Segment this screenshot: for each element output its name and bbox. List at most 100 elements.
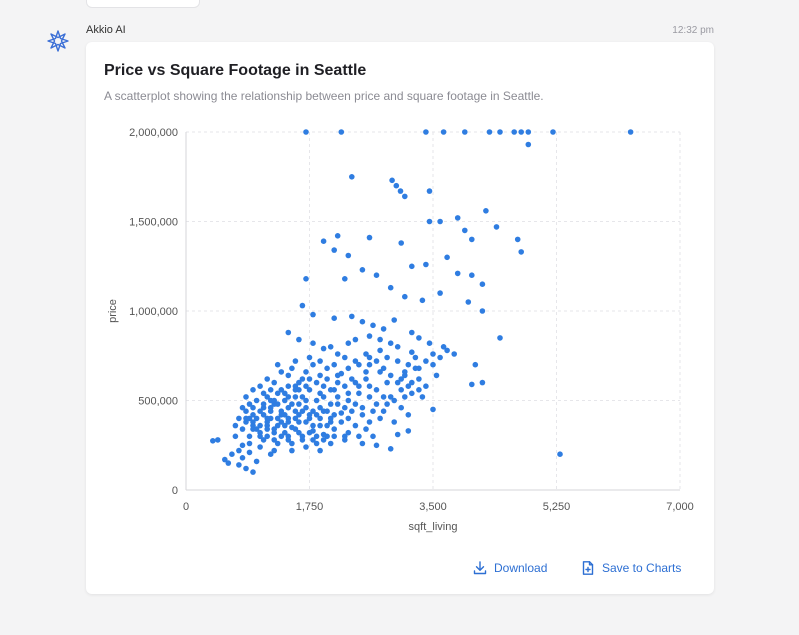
save-to-charts-button[interactable]: Save to Charts [580, 560, 681, 576]
scatter-point [253, 458, 260, 465]
scatter-point [352, 422, 359, 429]
scatter-point [419, 394, 426, 400]
scatter-point [246, 440, 253, 447]
scatter-point [373, 272, 380, 278]
scatter-point [352, 336, 359, 343]
scatter-chart: 0 1,750 3,500 5,250 7,000 0 500,000 1,000,000 1,… [107, 127, 694, 533]
scatter-point [313, 379, 320, 386]
scatter-point [289, 440, 295, 447]
scatter-point [373, 401, 380, 407]
scatter-point [345, 365, 352, 372]
scatter-point [331, 361, 337, 368]
scatter-point [274, 390, 281, 397]
save-to-charts-label: Save to Charts [602, 561, 682, 575]
scatter-point [349, 313, 355, 320]
scatter-point [310, 361, 316, 368]
download-button[interactable]: Download [472, 560, 547, 576]
x-tick-label: 3,500 [419, 501, 447, 513]
scatter-point [260, 401, 267, 407]
scatter-point [412, 365, 419, 372]
scatter-point [366, 234, 373, 241]
scatter-point [296, 336, 302, 343]
scatter-point [359, 267, 366, 273]
scatter-point [243, 465, 249, 472]
scatter-point [370, 408, 376, 415]
y-tick-label: 1,000,000 [129, 306, 178, 318]
scatter-point [398, 240, 405, 246]
scatter-point [345, 415, 352, 422]
scatter-point [267, 451, 274, 458]
scatter-point [239, 442, 246, 449]
scatter-point [313, 412, 320, 418]
scatter-point [334, 401, 341, 407]
scatter-point [324, 422, 330, 429]
scatter-point [366, 383, 373, 390]
scatter-point [292, 426, 299, 432]
scatter-point [345, 397, 352, 404]
scatter-point [359, 404, 366, 411]
scatter-point [479, 308, 486, 314]
scatter-point [430, 351, 436, 357]
scatter-point [444, 254, 450, 261]
scatter-point [282, 429, 288, 436]
scatter-point [296, 387, 302, 393]
scatter-point [387, 340, 394, 347]
scatter-point [377, 369, 383, 375]
scatter-point [243, 394, 249, 400]
scatter-point [306, 376, 313, 382]
scatter-point [405, 361, 412, 368]
scatter-point [320, 394, 327, 400]
scatter-point [469, 236, 475, 243]
scatter-point [345, 390, 352, 397]
add-document-icon [582, 561, 594, 575]
scatter-point [331, 315, 337, 322]
scatter-point [366, 361, 373, 368]
scatter-point [274, 361, 281, 368]
scatter-point [462, 227, 468, 234]
scatter-point [402, 394, 408, 400]
scatter-point [380, 326, 387, 332]
scatter-point [267, 387, 274, 393]
scatter-point [370, 322, 376, 329]
scatter-point [405, 428, 412, 434]
scatter-point [387, 394, 394, 400]
scatter-point [246, 449, 253, 456]
scatter-point [313, 397, 320, 404]
scatter-point [405, 412, 412, 418]
scatter-point [274, 401, 281, 407]
scatter-point [483, 208, 489, 214]
scatter-point [303, 129, 309, 135]
sender-name: Akkio AI [86, 24, 126, 36]
scatter-point [550, 129, 556, 135]
scatter-point [320, 431, 327, 438]
scatter-point [299, 394, 306, 400]
scatter-point [465, 299, 472, 305]
scatter-point [306, 387, 313, 393]
scatter-point [352, 379, 359, 386]
scatter-point [257, 444, 263, 450]
scatter-point [250, 387, 256, 393]
scatter-point [331, 433, 337, 440]
scatter-point [278, 387, 285, 393]
scatter-point [313, 440, 320, 447]
scatter-point [236, 462, 242, 468]
scatter-point [525, 141, 532, 148]
scatter-point [317, 415, 323, 422]
scatter-point [246, 415, 253, 422]
scatter-point [370, 433, 376, 440]
scatter-point [260, 437, 267, 443]
chart-subtitle: A scatterplot showing the relationship b… [104, 89, 544, 103]
scatter-point [246, 433, 253, 440]
scatter-point [334, 372, 341, 379]
scatter-point [363, 369, 369, 375]
scatter-point [359, 318, 366, 325]
scatter-point [296, 379, 302, 386]
scatter-point [514, 236, 521, 243]
scatter-point [359, 412, 366, 418]
scatter-point [393, 182, 400, 189]
scatter-point [469, 381, 475, 388]
scatter-point [250, 469, 256, 475]
scatter-point [327, 440, 334, 447]
scatter-point [342, 276, 348, 282]
y-tick-label: 2,000,000 [129, 127, 178, 139]
